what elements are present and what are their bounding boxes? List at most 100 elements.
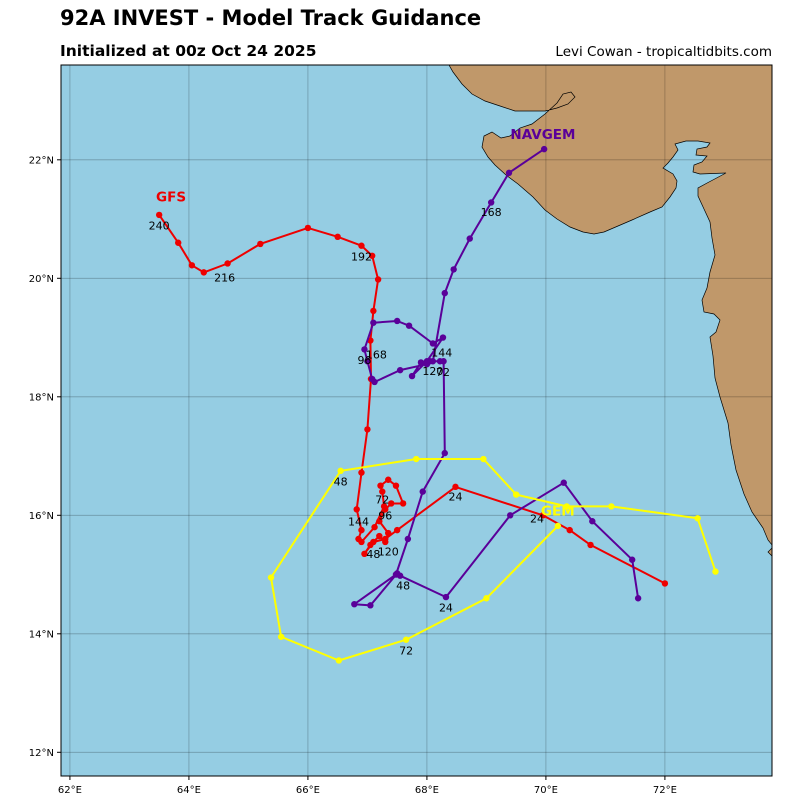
hour-label-gfs: 72 xyxy=(375,493,389,506)
track-point-gem xyxy=(413,455,420,463)
hour-label-gfs: 48 xyxy=(366,548,380,561)
track-point-navgem xyxy=(351,600,358,608)
track-point-gfs xyxy=(376,518,383,525)
track-point-gfs xyxy=(377,482,384,489)
track-point-navgem xyxy=(419,488,426,495)
track-point-gem xyxy=(337,467,344,475)
model-label-navgem: NAVGEM xyxy=(510,127,575,143)
track-point-gem xyxy=(554,522,562,530)
track-point-navgem xyxy=(487,199,495,206)
track-point-navgem xyxy=(370,319,377,326)
track-point-gem xyxy=(712,568,719,575)
track-point-gfs xyxy=(452,483,459,491)
track-point-navgem xyxy=(560,479,567,486)
track-point-gfs xyxy=(364,426,371,433)
track-point-gem xyxy=(267,574,275,581)
land-islet xyxy=(767,547,772,557)
track-point-gfs xyxy=(175,239,182,246)
track-point-gfs xyxy=(200,269,207,276)
track-point-gfs xyxy=(367,541,374,549)
hour-label-gfs: 144 xyxy=(348,515,369,528)
track-point-gfs xyxy=(355,535,362,543)
hour-label-navgem: 144 xyxy=(431,347,452,360)
track-point-gfs xyxy=(380,503,388,510)
hour-label-navgem: 48 xyxy=(396,579,410,592)
track-point-gem xyxy=(483,595,490,602)
track-point-gfs xyxy=(566,526,573,534)
track-point-navgem xyxy=(441,449,448,457)
track-point-gem xyxy=(277,633,285,640)
track-point-gfs xyxy=(379,488,386,495)
track-line-gem xyxy=(270,458,717,662)
track-point-gfs xyxy=(257,240,264,248)
track-point-gfs xyxy=(385,476,392,483)
track-point-gfs xyxy=(399,500,407,507)
track-point-gfs xyxy=(393,526,401,534)
model-labels: GFS NAVGEM GEM xyxy=(156,127,575,519)
track-point-navgem xyxy=(429,358,437,365)
hour-label-navgem: 168 xyxy=(481,206,502,219)
track-point-navgem xyxy=(405,322,413,329)
track-point-navgem xyxy=(396,366,404,374)
track-point-gfs xyxy=(587,541,594,549)
track-point-gfs xyxy=(371,523,378,531)
hour-labels: 24 48 72 96 120 144 192 216 240 24 48 72 96 120 144 168… xyxy=(149,206,544,657)
x-tick-label: 66°E xyxy=(296,785,320,796)
hour-label-navgem: 168 xyxy=(366,348,387,361)
track-point-navgem xyxy=(436,358,444,365)
track-point-navgem xyxy=(450,266,457,273)
track-point-navgem xyxy=(507,512,514,519)
track-point-gfs xyxy=(155,211,163,219)
hour-label-gfs: 24 xyxy=(448,490,462,503)
track-point-gem xyxy=(563,503,570,510)
hour-label-gem: 48 xyxy=(334,476,348,489)
track-point-navgem xyxy=(408,372,416,380)
track-point-gem xyxy=(608,503,615,510)
model-label-gem: GEM xyxy=(541,503,575,519)
hour-label-navgem: 24 xyxy=(439,601,453,614)
x-tick-label: 70°E xyxy=(534,785,558,796)
track-gem xyxy=(267,455,719,664)
track-point-gfs xyxy=(304,224,312,232)
track-point-gfs xyxy=(334,233,341,241)
track-point-gem xyxy=(335,657,343,664)
x-tick-label: 64°E xyxy=(177,785,201,796)
y-tick-label: 16°N xyxy=(29,511,54,522)
track-point-navgem xyxy=(634,595,642,602)
track-point-navgem xyxy=(371,378,378,386)
track-point-gfs xyxy=(370,307,377,315)
track-point-navgem xyxy=(364,358,371,365)
model-tracks xyxy=(155,145,719,664)
y-tick-label: 12°N xyxy=(29,748,54,759)
hour-label-gfs: 120 xyxy=(378,546,399,559)
track-point-gfs xyxy=(388,500,395,507)
track-point-navgem xyxy=(540,145,548,153)
track-point-navgem xyxy=(628,556,636,563)
map-title: 92A INVEST - Model Track Guidance xyxy=(60,6,482,30)
track-point-navgem xyxy=(393,317,401,325)
track-point-gem xyxy=(512,491,520,498)
track-point-gem xyxy=(694,515,701,522)
hour-label-gem: 24 xyxy=(530,512,544,525)
axis-ticks: 62°E 64°E 66°E 68°E 70°E 72°E 12°N 14°N 16°N 18°N… xyxy=(29,155,677,796)
track-point-gfs xyxy=(661,580,669,587)
y-tick-label: 14°N xyxy=(29,629,54,640)
track-point-gfs xyxy=(374,276,382,283)
y-tick-label: 20°N xyxy=(29,274,54,285)
hour-label-navgem: 120 xyxy=(422,365,443,378)
track-point-navgem xyxy=(361,346,368,353)
track-point-navgem xyxy=(589,518,596,525)
track-point-navgem xyxy=(439,334,447,341)
track-point-navgem xyxy=(404,535,412,543)
track-point-gfs xyxy=(224,260,231,267)
plot-frame xyxy=(60,64,773,777)
y-tick-label: 22°N xyxy=(29,155,54,166)
y-tick-label: 18°N xyxy=(29,392,54,403)
hour-label-navgem: 72 xyxy=(436,366,450,379)
x-tick-label: 62°E xyxy=(58,785,82,796)
x-tick-label: 68°E xyxy=(415,785,439,796)
track-point-navgem xyxy=(441,289,448,297)
track-point-gfs xyxy=(392,482,400,489)
hour-label-gfs: 192 xyxy=(351,251,372,264)
